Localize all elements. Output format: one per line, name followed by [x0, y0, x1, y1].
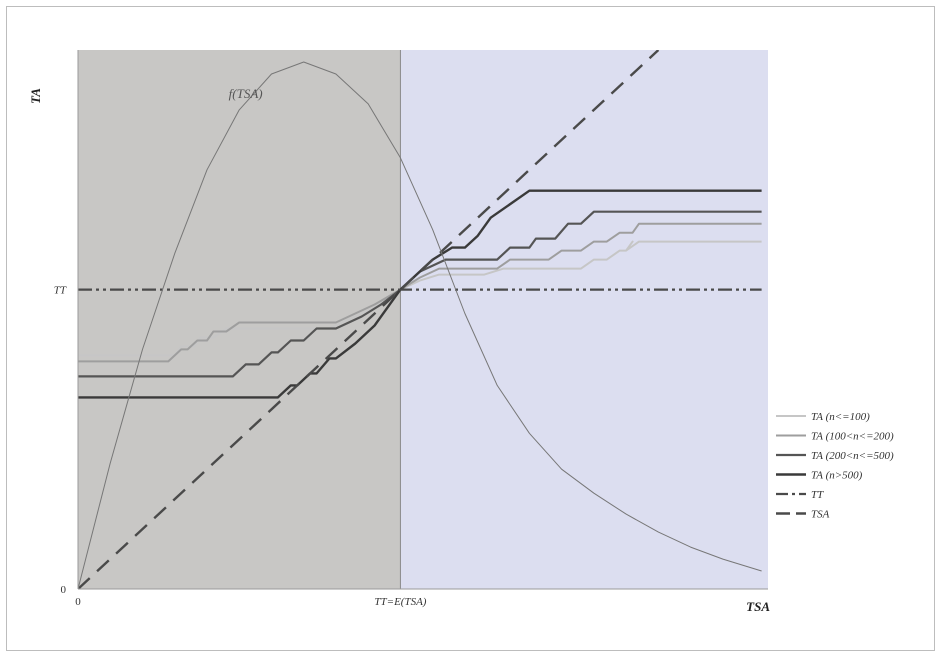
annotation-0: f(TSA) [229, 86, 263, 101]
region-0 [78, 50, 401, 589]
legend-label-2: TA (200<n<=500) [811, 450, 894, 462]
axes [77, 50, 768, 590]
tick-labels: 0 TT=E(TSA) 0 TT [54, 285, 427, 608]
plot-lines [78, 50, 762, 589]
annotations: f(TSA) [229, 86, 263, 101]
legend-label-0: TA (n<=100) [811, 411, 870, 423]
x-tick-label-1: TT=E(TSA) [374, 596, 426, 608]
x-tick-label-0: 0 [75, 596, 81, 608]
y-axis-label: TA [28, 88, 43, 104]
series-line-1 [78, 222, 762, 363]
legend: TA (n<=100) TA (100<n<=200) TA (200<n<=500… [776, 411, 894, 521]
legend-label-1: TA (100<n<=200) [811, 431, 894, 443]
series-line-6 [78, 61, 762, 589]
series-line-5 [78, 50, 660, 589]
series-line-0 [78, 240, 762, 357]
legend-label-3: TA (n>500) [811, 470, 863, 482]
region-1 [400, 50, 768, 589]
background-regions [78, 50, 768, 589]
legend-label-4: TT [811, 489, 824, 501]
y-tick-label-0: 0 [61, 584, 67, 596]
y-tick-label-1: TT [54, 285, 67, 297]
legend-label-5: TSA [811, 509, 830, 521]
chart-frame [6, 6, 935, 651]
x-axis-label: TSA [746, 599, 770, 614]
